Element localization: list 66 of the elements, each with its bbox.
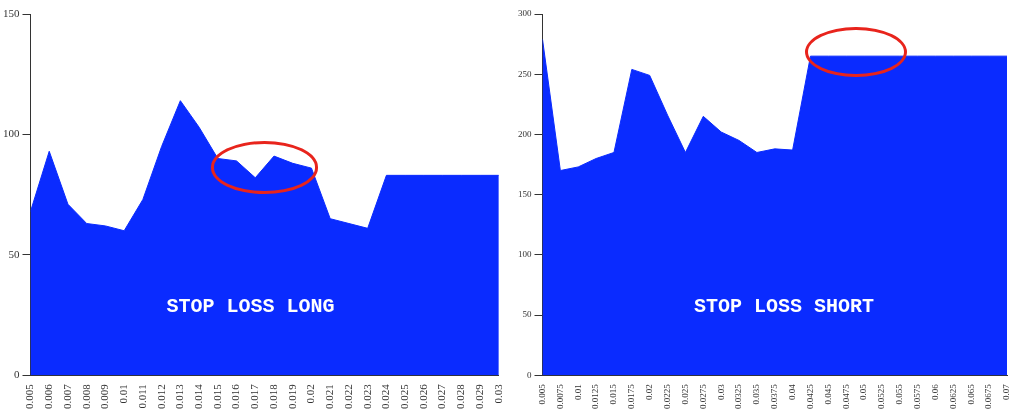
x-tick-label: 0.0175	[626, 383, 637, 409]
y-tick-label: 100	[3, 127, 20, 140]
x-tick-label: 0.035	[751, 383, 762, 405]
x-tick-label: 0.03	[715, 383, 726, 400]
x-tick-label: 0.0125	[590, 383, 601, 409]
y-tick-label: 200	[518, 128, 532, 139]
x-tick-label: 0.016	[229, 383, 242, 409]
x-tick-label: 0.065	[965, 383, 976, 405]
x-tick-label: 0.0425	[804, 383, 815, 409]
x-tick-label: 0.0325	[733, 383, 744, 409]
x-tick-label: 0.055	[894, 383, 905, 405]
x-tick-label: 0.005	[536, 383, 547, 405]
y-tick-label: 50	[8, 247, 20, 260]
x-tick-label: 0.009	[98, 383, 111, 409]
x-tick-label: 0.024	[379, 383, 392, 409]
x-tick-label: 0.011	[135, 384, 148, 409]
x-tick-label: 0.0375	[769, 383, 780, 409]
y-tick-label: 50	[522, 309, 532, 320]
x-tick-label: 0.022	[341, 384, 354, 409]
x-tick-label: 0.005	[23, 383, 36, 409]
x-tick-label: 0.0475	[840, 383, 851, 409]
x-tick-label: 0.021	[323, 384, 336, 409]
x-tick-label: 0.014	[191, 383, 204, 409]
annotation: STOP LOSS LONG	[166, 294, 335, 318]
x-tick-label: 0.03	[491, 383, 504, 404]
x-tick-label: 0.01	[117, 384, 130, 404]
x-tick-label: 0.04	[786, 383, 797, 400]
x-tick-label: 0.007	[60, 383, 73, 409]
x-tick-label: 0.025	[398, 383, 411, 409]
x-tick-label: 0.028	[454, 383, 467, 409]
x-tick-label: 0.025	[679, 383, 690, 405]
x-tick-label: 0.017	[248, 383, 261, 409]
x-tick-label: 0.015	[210, 383, 223, 409]
y-tick-label: 100	[518, 249, 532, 260]
x-tick-label: 0.0625	[947, 383, 958, 409]
y-tick-label: 150	[3, 6, 20, 19]
x-tick-label: 0.0275	[697, 383, 708, 409]
x-tick-label: 0.02	[644, 384, 655, 400]
x-tick-label: 0.027	[435, 383, 448, 409]
x-tick-label: 0.008	[79, 383, 92, 409]
x-tick-label: 0.023	[360, 383, 373, 409]
x-tick-label: 0.0075	[554, 383, 565, 409]
y-tick-label: 0	[14, 368, 20, 381]
x-tick-label: 0.013	[173, 383, 186, 409]
x-tick-label: 0.07	[1001, 383, 1012, 400]
x-tick-label: 0.006	[42, 383, 55, 409]
y-tick-label: 150	[518, 188, 532, 199]
x-tick-label: 0.05	[858, 383, 869, 400]
x-tick-label: 0.0575	[912, 383, 923, 409]
x-tick-label: 0.02	[304, 384, 317, 404]
x-tick-label: 0.015	[608, 383, 619, 405]
x-tick-label: 0.026	[416, 383, 429, 409]
y-tick-label: 300	[518, 8, 532, 19]
x-tick-label: 0.01	[572, 384, 583, 400]
x-tick-label: 0.018	[266, 383, 279, 409]
x-tick-label: 0.0525	[876, 383, 887, 409]
y-tick-label: 250	[518, 68, 532, 79]
x-tick-label: 0.019	[285, 383, 298, 409]
x-tick-label: 0.012	[154, 384, 167, 409]
y-tick-label: 0	[527, 369, 532, 380]
annotation: STOP LOSS SHORT	[694, 294, 875, 318]
x-tick-label: 0.06	[929, 383, 940, 400]
x-tick-label: 0.0675	[983, 383, 994, 409]
x-tick-label: 0.045	[822, 383, 833, 405]
x-tick-label: 0.0225	[661, 383, 672, 409]
x-tick-label: 0.029	[472, 383, 485, 409]
